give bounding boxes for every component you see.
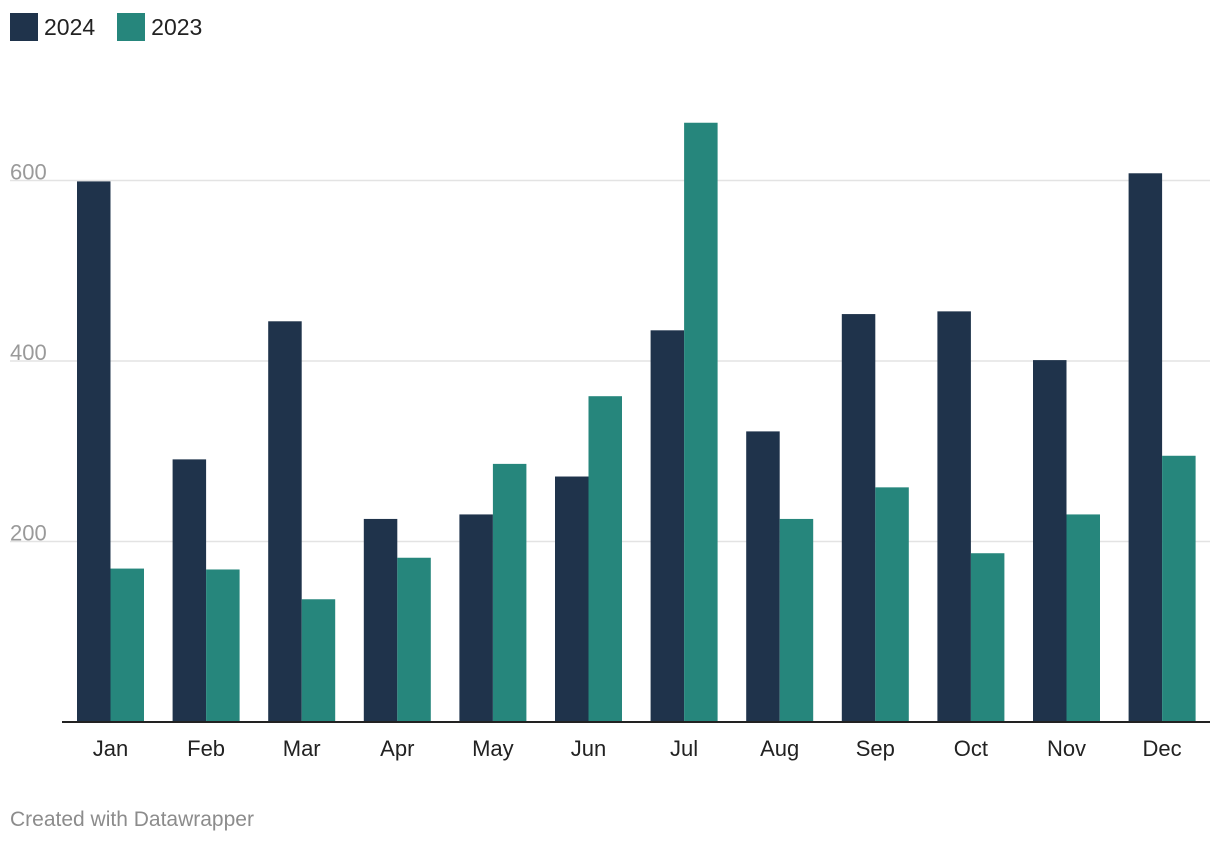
legend: 2024 2023 xyxy=(10,13,224,41)
legend-swatch-2024 xyxy=(10,13,38,41)
bar-2024-jun xyxy=(555,476,589,722)
bar-2023-feb xyxy=(206,569,240,722)
bar-2024-aug xyxy=(746,431,780,722)
bar-2024-jan xyxy=(77,181,111,723)
x-tick-label-sep: Sep xyxy=(856,736,895,761)
x-tick-label-jan: Jan xyxy=(93,736,128,761)
bar-2024-apr xyxy=(363,518,398,722)
bar-2023-sep xyxy=(875,487,909,722)
bar-2024-sep xyxy=(841,314,876,722)
bar-2024-dec xyxy=(1128,173,1163,722)
bar-2023-mar xyxy=(301,599,336,722)
bar-2023-may xyxy=(492,463,527,722)
bar-2024-nov xyxy=(1033,360,1067,722)
bar-2024-mar xyxy=(268,321,302,722)
x-tick-label-mar: Mar xyxy=(283,736,321,761)
credit-footer: Created with Datawrapper xyxy=(10,808,254,831)
bar-2023-oct xyxy=(970,553,1005,722)
bar-2024-may xyxy=(459,514,493,722)
legend-item-2023: 2023 xyxy=(117,13,202,41)
bar-2024-feb xyxy=(172,459,207,722)
bar-2023-jul xyxy=(684,122,718,723)
y-tick-label-600: 600 xyxy=(10,160,47,185)
x-tick-label-feb: Feb xyxy=(187,736,225,761)
x-tick-label-oct: Oct xyxy=(954,736,988,761)
legend-label-2024: 2024 xyxy=(44,13,96,40)
bar-2024-jul xyxy=(650,330,685,722)
y-tick-label-400: 400 xyxy=(10,340,47,365)
x-tick-label-dec: Dec xyxy=(1143,736,1182,761)
bar-2023-aug xyxy=(779,518,814,722)
legend-item-2024: 2024 xyxy=(10,13,95,41)
bar-2023-dec xyxy=(1162,455,1196,722)
bar-2023-nov xyxy=(1066,514,1100,722)
bar-chart: 200 400 600 Jan Feb Mar Apr May Jun Jul Aug Sep Oct N… xyxy=(10,122,1210,761)
x-tick-label-aug: Aug xyxy=(760,736,799,761)
x-tick-label-jun: Jun xyxy=(571,736,606,761)
bar-2024-oct xyxy=(937,311,971,722)
y-tick-label-200: 200 xyxy=(10,521,47,546)
x-tick-label-jul: Jul xyxy=(670,736,698,761)
bar-2023-apr xyxy=(397,557,431,722)
bar-2023-jan xyxy=(110,568,144,722)
x-tick-label-may: May xyxy=(472,736,514,761)
legend-swatch-2023 xyxy=(117,13,146,41)
x-tick-label-nov: Nov xyxy=(1047,736,1086,761)
x-tick-label-apr: Apr xyxy=(380,736,414,761)
bar-2023-jun xyxy=(588,396,622,722)
legend-label-2023: 2023 xyxy=(151,13,203,40)
